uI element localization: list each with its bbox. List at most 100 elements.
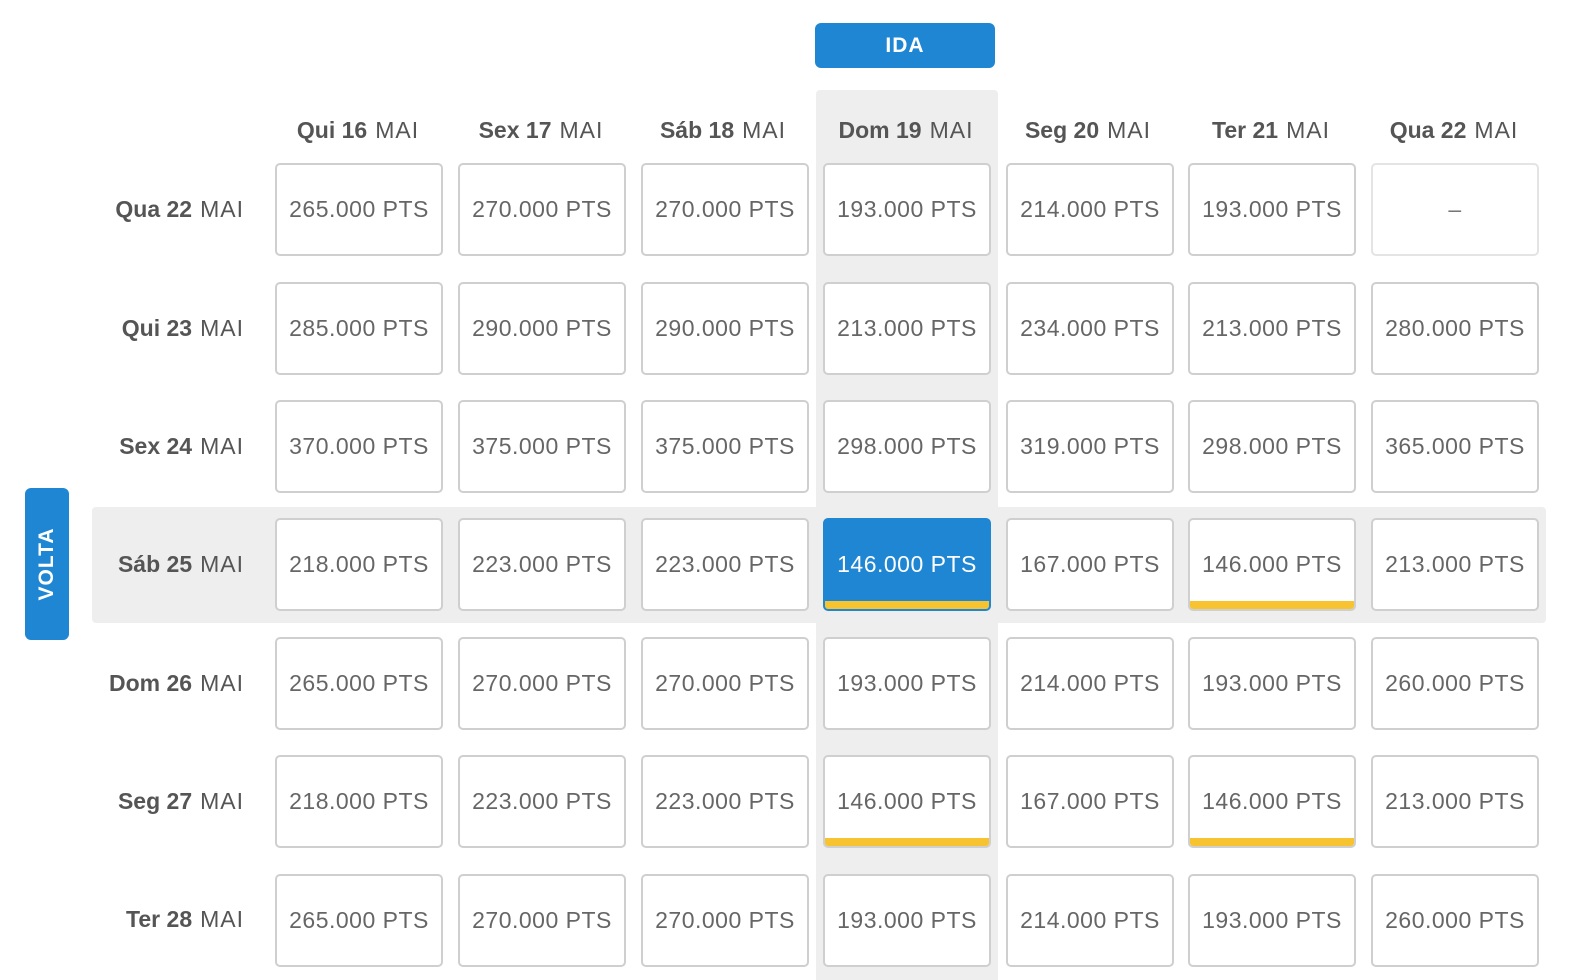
fare-cell[interactable]: 270.000 PTS — [641, 637, 809, 730]
fare-cell[interactable]: 375.000 PTS — [458, 400, 626, 493]
outbound-date-month: MAI — [929, 116, 974, 143]
fare-cell[interactable]: 193.000 PTS — [1188, 637, 1356, 730]
fare-price: 193.000 PTS — [837, 196, 977, 222]
return-date-month: MAI — [200, 432, 244, 459]
fare-cell[interactable]: 270.000 PTS — [458, 874, 626, 967]
fare-price: 218.000 PTS — [289, 551, 429, 577]
fare-cell[interactable]: 214.000 PTS — [1006, 163, 1174, 256]
fare-price: 290.000 PTS — [655, 315, 795, 341]
fare-cell[interactable]: 223.000 PTS — [458, 755, 626, 848]
fare-cell[interactable]: 213.000 PTS — [823, 282, 991, 375]
return-date-day: Ter 28 — [126, 905, 193, 932]
fare-cell[interactable]: 146.000 PTS — [1188, 518, 1356, 611]
fare-cell[interactable]: – — [1371, 163, 1539, 256]
fare-price: 214.000 PTS — [1020, 196, 1160, 222]
outbound-date-day: Qui 16 — [296, 116, 368, 143]
fare-price: 146.000 PTS — [1202, 551, 1342, 577]
return-date-day: Sex 24 — [119, 432, 193, 459]
fare-cell[interactable]: 193.000 PTS — [823, 637, 991, 730]
fare-price: 270.000 PTS — [655, 670, 795, 696]
fare-cell[interactable]: 193.000 PTS — [1188, 874, 1356, 967]
fare-cell[interactable]: 290.000 PTS — [458, 282, 626, 375]
fare-price: 370.000 PTS — [289, 433, 429, 459]
fare-cell[interactable]: 270.000 PTS — [641, 874, 809, 967]
fare-cell[interactable]: 298.000 PTS — [823, 400, 991, 493]
fare-price: 265.000 PTS — [289, 196, 429, 222]
outbound-date-day: Sex 17 — [478, 116, 552, 143]
fare-price: 270.000 PTS — [472, 670, 612, 696]
fare-cell[interactable]: 218.000 PTS — [275, 755, 443, 848]
fare-price: 365.000 PTS — [1385, 433, 1525, 459]
return-date-2[interactable]: Sex 24 MAI — [80, 426, 244, 466]
fare-price: 265.000 PTS — [289, 670, 429, 696]
return-tab-label: VOLTA — [35, 527, 58, 601]
fare-cell[interactable]: 193.000 PTS — [1188, 163, 1356, 256]
fare-cell[interactable]: 214.000 PTS — [1006, 874, 1174, 967]
return-tab[interactable]: VOLTA — [25, 488, 69, 640]
return-date-6[interactable]: Ter 28 MAI — [80, 899, 244, 939]
outbound-date-2[interactable]: Sáb 18 MAI — [632, 110, 814, 150]
fare-cell[interactable]: 265.000 PTS — [275, 874, 443, 967]
fare-cell[interactable]: 193.000 PTS — [823, 874, 991, 967]
fare-cell[interactable]: 365.000 PTS — [1371, 400, 1539, 493]
fare-cell[interactable]: 265.000 PTS — [275, 163, 443, 256]
fare-price: 213.000 PTS — [1385, 551, 1525, 577]
fare-cell[interactable]: 270.000 PTS — [458, 637, 626, 730]
outbound-date-4[interactable]: Seg 20 MAI — [997, 110, 1179, 150]
fare-cell[interactable]: 370.000 PTS — [275, 400, 443, 493]
outbound-date-5[interactable]: Ter 21 MAI — [1180, 110, 1362, 150]
fare-price: 167.000 PTS — [1020, 551, 1160, 577]
fare-cell[interactable]: 223.000 PTS — [641, 755, 809, 848]
fare-cell-selected[interactable]: 146.000 PTS — [823, 518, 991, 611]
fare-cell[interactable]: 298.000 PTS — [1188, 400, 1356, 493]
fare-cell[interactable]: 223.000 PTS — [641, 518, 809, 611]
best-price-bar — [1190, 838, 1354, 846]
return-date-day: Sáb 25 — [117, 550, 193, 577]
return-date-month: MAI — [200, 195, 244, 222]
return-date-1[interactable]: Qui 23 MAI — [80, 308, 244, 348]
fare-cell[interactable]: 167.000 PTS — [1006, 518, 1174, 611]
fare-cell[interactable]: 213.000 PTS — [1371, 755, 1539, 848]
fare-price: 375.000 PTS — [655, 433, 795, 459]
return-date-3[interactable]: Sáb 25 MAI — [80, 544, 244, 584]
fare-cell[interactable]: 146.000 PTS — [823, 755, 991, 848]
fare-cell[interactable]: 223.000 PTS — [458, 518, 626, 611]
outbound-date-6[interactable]: Qua 22 MAI — [1363, 110, 1545, 150]
outbound-date-1[interactable]: Sex 17 MAI — [450, 110, 632, 150]
outbound-date-3[interactable]: Dom 19 MAI — [815, 110, 997, 150]
fare-cell[interactable]: 270.000 PTS — [458, 163, 626, 256]
fare-cell[interactable]: 146.000 PTS — [1188, 755, 1356, 848]
fare-cell[interactable]: 270.000 PTS — [641, 163, 809, 256]
return-date-0[interactable]: Qua 22 MAI — [80, 189, 244, 229]
return-date-4[interactable]: Dom 26 MAI — [80, 663, 244, 703]
fare-cell[interactable]: 213.000 PTS — [1371, 518, 1539, 611]
fare-cell[interactable]: 167.000 PTS — [1006, 755, 1174, 848]
fare-cell[interactable]: 265.000 PTS — [275, 637, 443, 730]
fare-cell[interactable]: 319.000 PTS — [1006, 400, 1174, 493]
fare-price: 193.000 PTS — [1202, 907, 1342, 933]
outbound-date-0[interactable]: Qui 16 MAI — [267, 110, 449, 150]
fare-cell[interactable]: 290.000 PTS — [641, 282, 809, 375]
fare-cell[interactable]: 234.000 PTS — [1006, 282, 1174, 375]
fare-price: 223.000 PTS — [655, 551, 795, 577]
fare-cell[interactable]: 280.000 PTS — [1371, 282, 1539, 375]
fare-price: 146.000 PTS — [1202, 788, 1342, 814]
outbound-tab[interactable]: IDA — [815, 23, 995, 68]
outbound-date-month: MAI — [1474, 116, 1519, 143]
outbound-date-day: Sáb 18 — [659, 116, 735, 143]
fare-price: 218.000 PTS — [289, 788, 429, 814]
fare-cell[interactable]: 218.000 PTS — [275, 518, 443, 611]
fare-cell[interactable]: 213.000 PTS — [1188, 282, 1356, 375]
fare-cell[interactable]: 285.000 PTS — [275, 282, 443, 375]
outbound-date-day: Ter 21 — [1212, 116, 1279, 143]
fare-price: 290.000 PTS — [472, 315, 612, 341]
fare-cell[interactable]: 193.000 PTS — [823, 163, 991, 256]
fare-cell[interactable]: 260.000 PTS — [1371, 637, 1539, 730]
outbound-date-month: MAI — [559, 116, 604, 143]
return-date-5[interactable]: Seg 27 MAI — [80, 781, 244, 821]
fare-cell[interactable]: 260.000 PTS — [1371, 874, 1539, 967]
return-date-month: MAI — [200, 905, 244, 932]
fare-cell[interactable]: 375.000 PTS — [641, 400, 809, 493]
fare-cell[interactable]: 214.000 PTS — [1006, 637, 1174, 730]
